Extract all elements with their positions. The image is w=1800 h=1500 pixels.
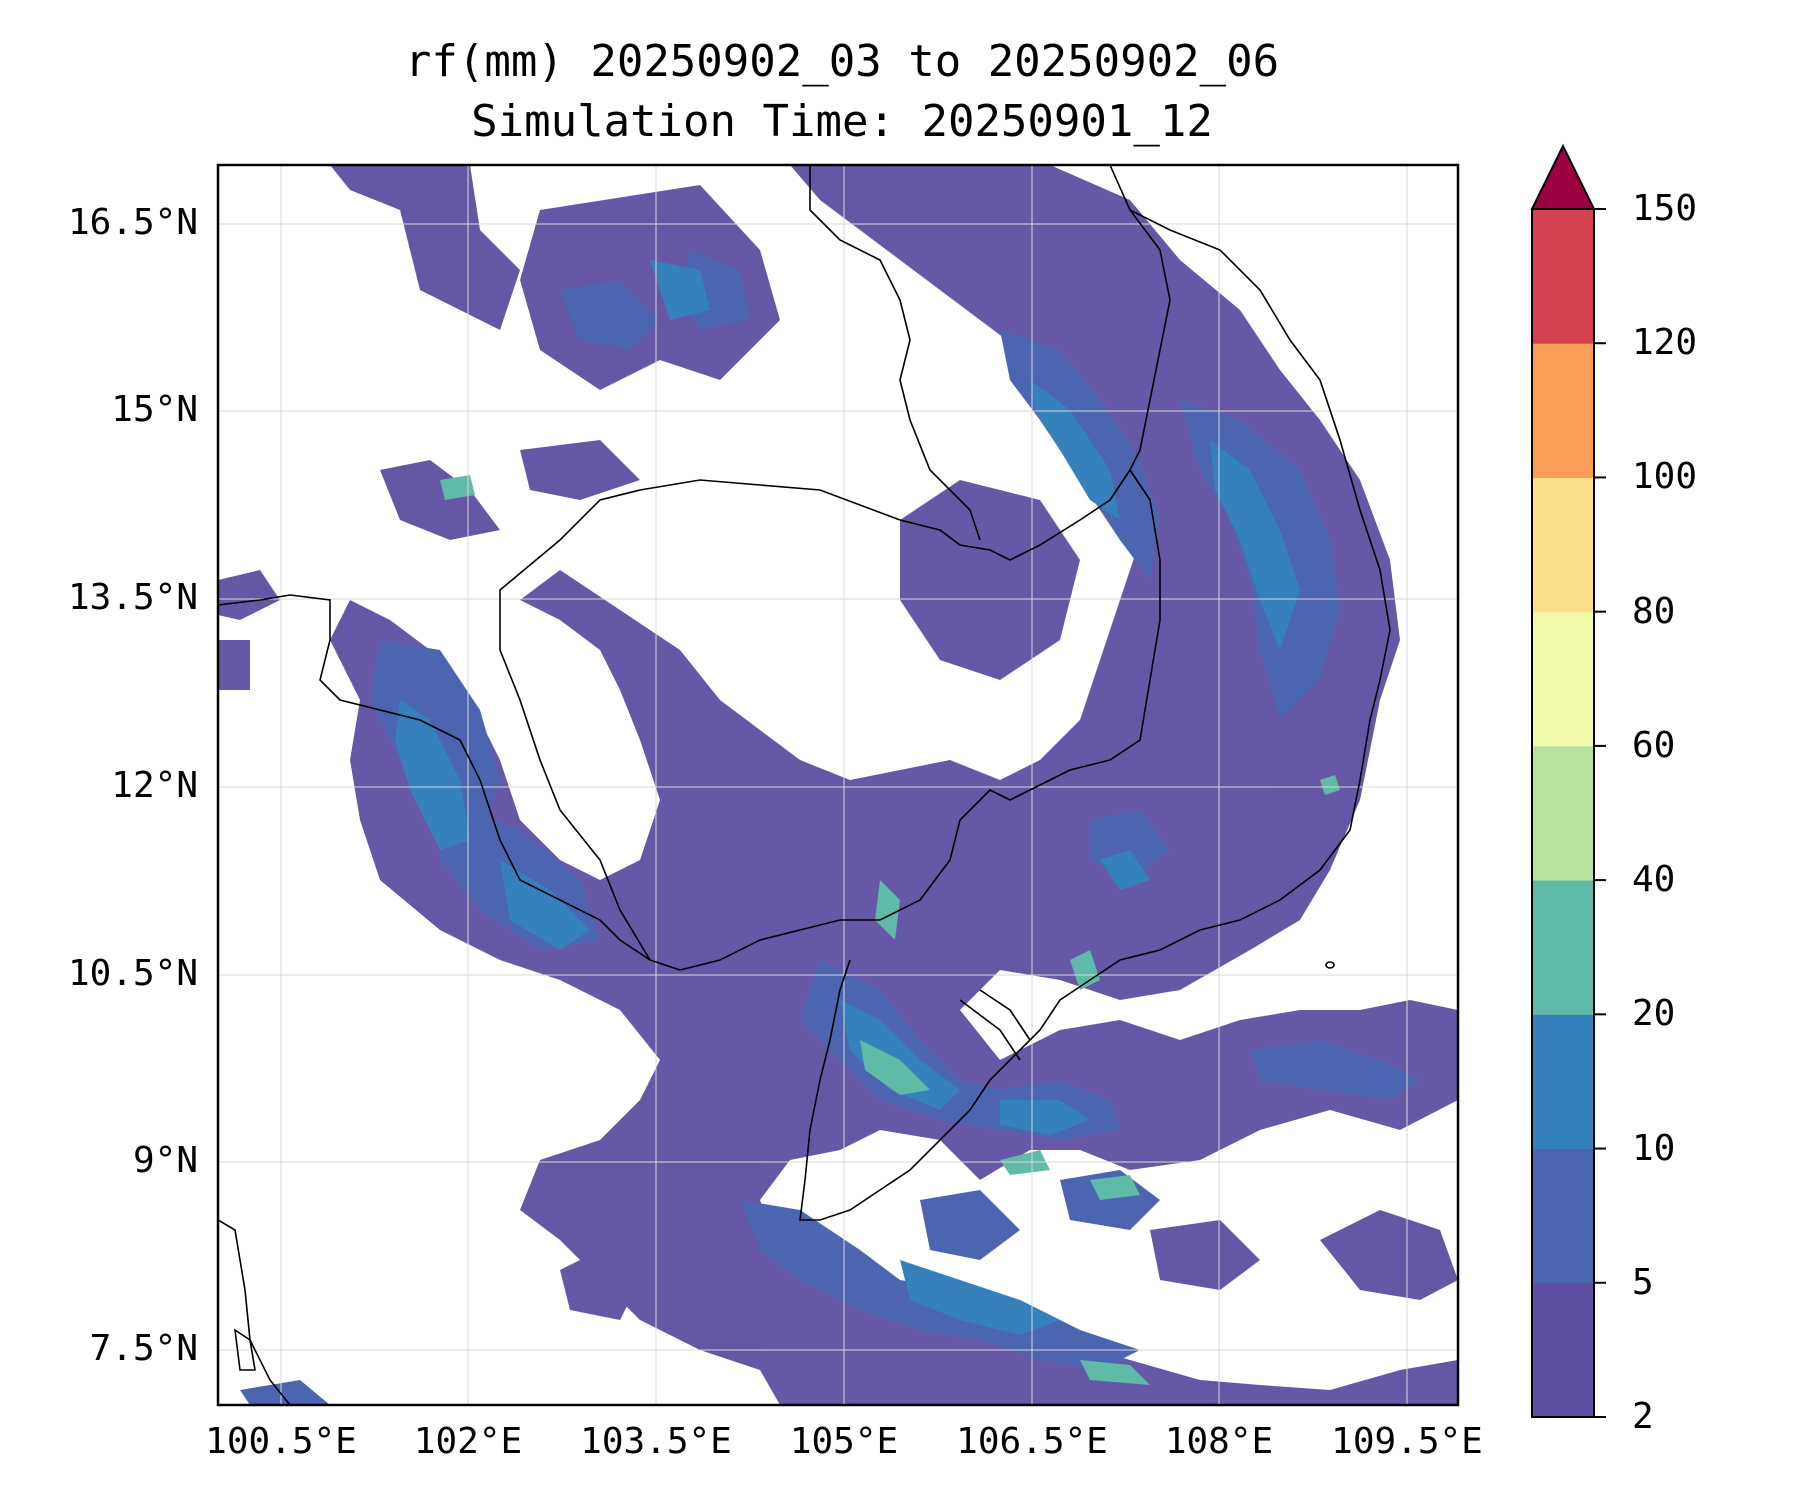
colorbar-tick-label: 20 xyxy=(1632,993,1676,1035)
colorbar-tick-label: 120 xyxy=(1632,322,1698,364)
lon-tick-label: 106.5°E xyxy=(956,1421,1108,1462)
rainfall-field xyxy=(218,165,1458,1405)
colorbar-swatch xyxy=(1532,209,1594,344)
colorbar-swatch xyxy=(1532,611,1594,747)
thailand-coastline xyxy=(218,594,651,961)
lat-tick-label: 15°N xyxy=(111,389,198,430)
colorbar-swatch xyxy=(1532,880,1594,1015)
colorbar-swatch xyxy=(1532,343,1594,478)
colorbar-tick-label: 100 xyxy=(1632,456,1698,498)
colorbar-tick-label: 60 xyxy=(1632,724,1676,766)
rain-band-10-20 xyxy=(395,260,1300,1335)
lat-tick-label: 16.5°N xyxy=(67,202,198,243)
lat-tick-label: 7.5°N xyxy=(89,1328,198,1369)
lat-tick-label: 13.5°N xyxy=(67,577,198,618)
colorbar-swatch xyxy=(1532,1282,1594,1418)
lat-tick-label: 12°N xyxy=(111,765,198,806)
lat-tick-label: 10.5°N xyxy=(67,953,198,994)
lon-tick-label: 105°E xyxy=(789,1421,899,1462)
cambodia-border xyxy=(499,468,1161,971)
colorbar-swatch xyxy=(1532,477,1594,613)
lon-tick-label: 100.5°E xyxy=(205,1421,357,1462)
laos-border xyxy=(809,165,1171,541)
colorbar-tick-label: 10 xyxy=(1632,1127,1676,1169)
thailand-peninsula-coast xyxy=(218,1219,291,1405)
colorbar-tick-label: 40 xyxy=(1632,859,1676,901)
colorbar-swatch xyxy=(1532,1148,1594,1284)
coastlines-borders xyxy=(218,165,1391,1405)
map-frame xyxy=(216,163,1460,1407)
colorbar-swatch xyxy=(1532,745,1594,881)
lon-tick-label: 108°E xyxy=(1164,1421,1274,1462)
colorbar-swatch xyxy=(1532,1014,1594,1150)
colorbar-tick-label: 150 xyxy=(1632,188,1698,229)
colorbar-tick-label: 2 xyxy=(1632,1396,1654,1437)
gridlines xyxy=(218,165,1458,1405)
lon-tick-label: 102°E xyxy=(413,1421,523,1462)
plot-title-line1: rf(mm) 20250902_03 to 20250902_06 xyxy=(404,36,1280,87)
vietnam-coastline xyxy=(799,209,1391,1221)
colorbar-tick-label: 5 xyxy=(1632,1261,1654,1303)
plot-title-line2: Simulation Time: 20250901_12 xyxy=(471,96,1213,147)
rain-band-20-40 xyxy=(440,475,1340,1385)
lon-tick-label: 109.5°E xyxy=(1331,1421,1483,1462)
lon-tick-label: 103.5°E xyxy=(580,1421,732,1462)
colorbar-extend-arrow xyxy=(1530,143,1596,210)
colorbar-tick-label: 80 xyxy=(1632,590,1676,632)
lat-tick-label: 9°N xyxy=(132,1140,198,1181)
colorbar-frame xyxy=(1531,208,1595,1418)
